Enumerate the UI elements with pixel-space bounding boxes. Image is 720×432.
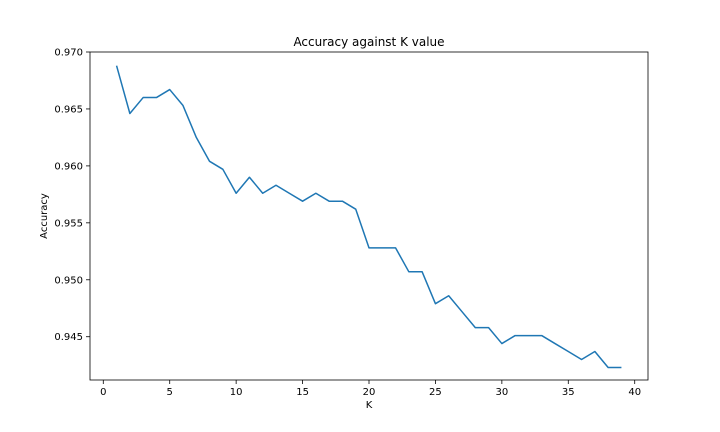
plot-frame — [89, 51, 649, 381]
y-tick-label: 0.970 — [54, 48, 83, 59]
x-tick-label: 30 — [495, 387, 508, 398]
x-tick-label: 5 — [167, 387, 173, 398]
y-axis-label: Accuracy — [39, 193, 50, 239]
x-axis-ticks: 0 5 10 15 20 25 30 35 40 — [100, 380, 641, 398]
x-tick-label: 0 — [100, 387, 106, 398]
x-tick-label: 15 — [296, 387, 309, 398]
x-tick-label: 35 — [562, 387, 575, 398]
y-tick-label: 0.950 — [54, 275, 83, 286]
y-tick-label: 0.960 — [54, 161, 83, 172]
y-axis-ticks: 0.945 0.950 0.955 0.960 0.965 0.970 — [54, 48, 90, 343]
series-line — [115, 65, 622, 369]
x-tick-label: 20 — [363, 387, 376, 398]
plot-area — [89, 51, 649, 381]
y-tick-label: 0.945 — [54, 332, 83, 343]
series-layer — [115, 65, 622, 369]
y-tick-label: 0.965 — [54, 104, 83, 115]
x-tick-label: 25 — [429, 387, 442, 398]
x-tick-label: 40 — [628, 387, 641, 398]
x-axis-label: K — [366, 400, 373, 411]
x-tick-label: 10 — [230, 387, 243, 398]
y-tick-label: 0.955 — [54, 218, 83, 229]
chart-title: Accuracy against K value — [293, 35, 444, 49]
